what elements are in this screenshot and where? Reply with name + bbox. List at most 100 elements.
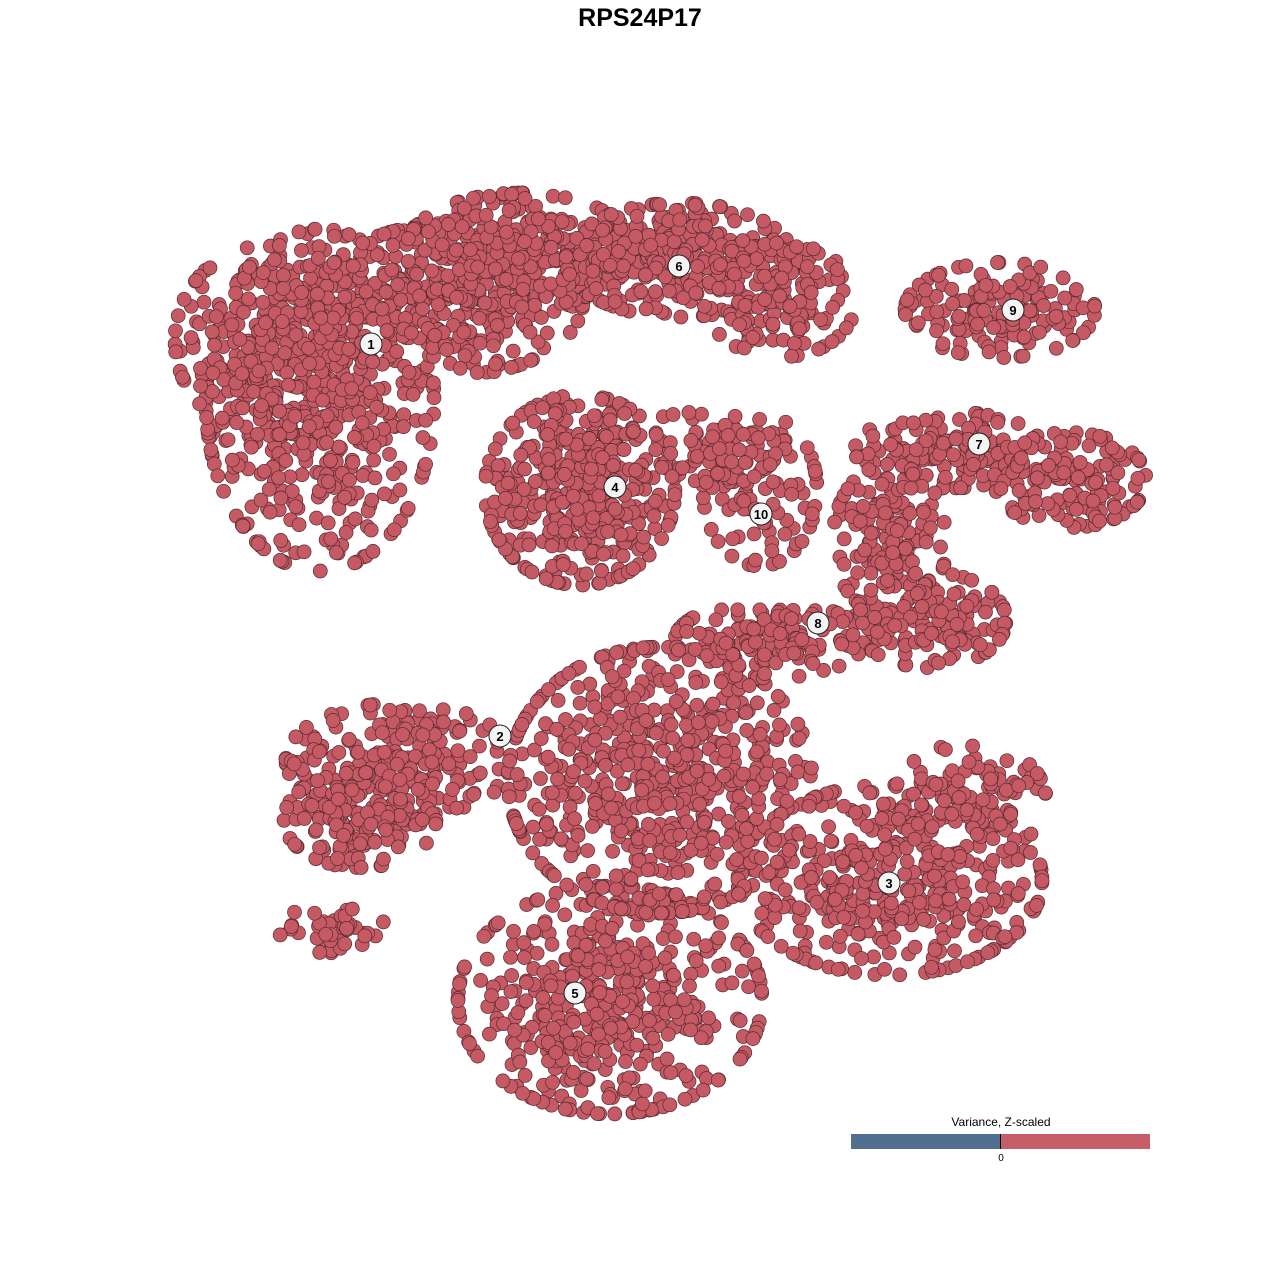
data-point bbox=[918, 534, 934, 550]
data-point bbox=[769, 854, 785, 870]
data-point bbox=[866, 949, 881, 965]
data-point bbox=[600, 524, 616, 539]
data-point bbox=[530, 892, 546, 908]
data-point bbox=[756, 213, 771, 229]
data-point bbox=[880, 573, 895, 588]
data-point bbox=[887, 618, 903, 633]
data-point bbox=[470, 1048, 485, 1064]
data-point bbox=[454, 219, 470, 235]
data-point bbox=[355, 468, 371, 483]
data-point bbox=[376, 744, 392, 760]
data-point bbox=[176, 292, 192, 307]
data-point bbox=[584, 461, 599, 477]
data-point bbox=[514, 717, 530, 732]
data-point bbox=[1062, 488, 1078, 503]
data-point bbox=[1013, 450, 1029, 466]
data-point bbox=[558, 249, 574, 265]
data-point bbox=[607, 501, 623, 517]
data-point bbox=[281, 377, 296, 393]
data-point bbox=[521, 537, 537, 553]
data-point bbox=[1034, 873, 1050, 889]
data-point bbox=[1129, 494, 1145, 510]
data-point bbox=[594, 895, 610, 911]
data-point bbox=[741, 979, 756, 995]
data-point bbox=[662, 845, 678, 861]
data-point bbox=[642, 1013, 657, 1028]
data-point bbox=[375, 914, 391, 930]
data-point bbox=[625, 561, 641, 577]
data-point bbox=[320, 515, 336, 531]
data-point bbox=[555, 557, 571, 572]
data-point bbox=[704, 714, 720, 729]
data-point bbox=[509, 816, 524, 831]
data-point bbox=[748, 634, 763, 650]
data-point bbox=[603, 207, 619, 222]
data-point bbox=[613, 527, 629, 543]
data-point bbox=[876, 796, 891, 812]
data-point bbox=[410, 782, 426, 797]
data-point bbox=[558, 431, 574, 447]
data-point bbox=[288, 327, 304, 343]
data-point bbox=[757, 666, 772, 681]
data-point bbox=[591, 1026, 606, 1042]
data-point bbox=[445, 782, 460, 797]
data-point bbox=[428, 816, 444, 832]
data-point bbox=[836, 909, 852, 925]
data-point bbox=[472, 335, 488, 351]
data-point bbox=[345, 258, 361, 274]
data-point bbox=[587, 699, 603, 715]
data-point bbox=[618, 1054, 633, 1069]
data-point bbox=[295, 435, 311, 451]
data-point bbox=[482, 1026, 497, 1042]
data-point bbox=[604, 669, 620, 685]
data-point bbox=[274, 314, 290, 329]
data-point bbox=[220, 432, 236, 448]
data-point bbox=[617, 1081, 633, 1097]
data-point bbox=[579, 238, 595, 253]
data-point bbox=[264, 340, 280, 356]
data-point bbox=[1017, 435, 1033, 451]
data-point bbox=[533, 771, 548, 786]
data-point bbox=[242, 259, 257, 275]
data-point bbox=[848, 848, 864, 863]
data-point bbox=[580, 843, 595, 858]
data-point bbox=[772, 626, 788, 641]
data-point bbox=[636, 529, 651, 545]
data-point bbox=[320, 474, 336, 489]
data-point bbox=[241, 291, 256, 307]
data-point bbox=[506, 923, 521, 939]
data-point bbox=[378, 284, 394, 300]
data-point bbox=[262, 504, 278, 520]
data-point bbox=[935, 435, 951, 451]
data-point bbox=[199, 410, 214, 425]
data-point bbox=[735, 233, 751, 248]
data-point bbox=[294, 243, 309, 258]
data-point bbox=[325, 713, 341, 728]
data-point bbox=[629, 208, 645, 224]
data-point bbox=[384, 262, 400, 278]
data-point bbox=[679, 814, 695, 830]
data-point bbox=[767, 910, 783, 925]
data-point bbox=[1070, 470, 1086, 485]
data-point bbox=[592, 575, 607, 591]
data-point bbox=[1032, 857, 1048, 873]
data-point bbox=[738, 705, 754, 721]
data-point bbox=[326, 228, 342, 244]
data-point bbox=[803, 870, 819, 885]
data-point bbox=[859, 818, 875, 834]
data-point bbox=[883, 437, 898, 452]
data-point bbox=[894, 911, 910, 927]
data-point bbox=[524, 564, 540, 580]
data-point bbox=[952, 849, 968, 864]
data-point bbox=[908, 566, 923, 581]
data-point bbox=[811, 341, 826, 357]
data-point bbox=[400, 231, 416, 246]
data-point bbox=[570, 828, 586, 843]
data-point bbox=[1040, 496, 1056, 511]
data-point bbox=[946, 447, 961, 463]
data-point bbox=[287, 836, 303, 852]
data-point bbox=[344, 381, 360, 396]
data-point bbox=[677, 1091, 693, 1107]
data-point bbox=[983, 771, 998, 787]
